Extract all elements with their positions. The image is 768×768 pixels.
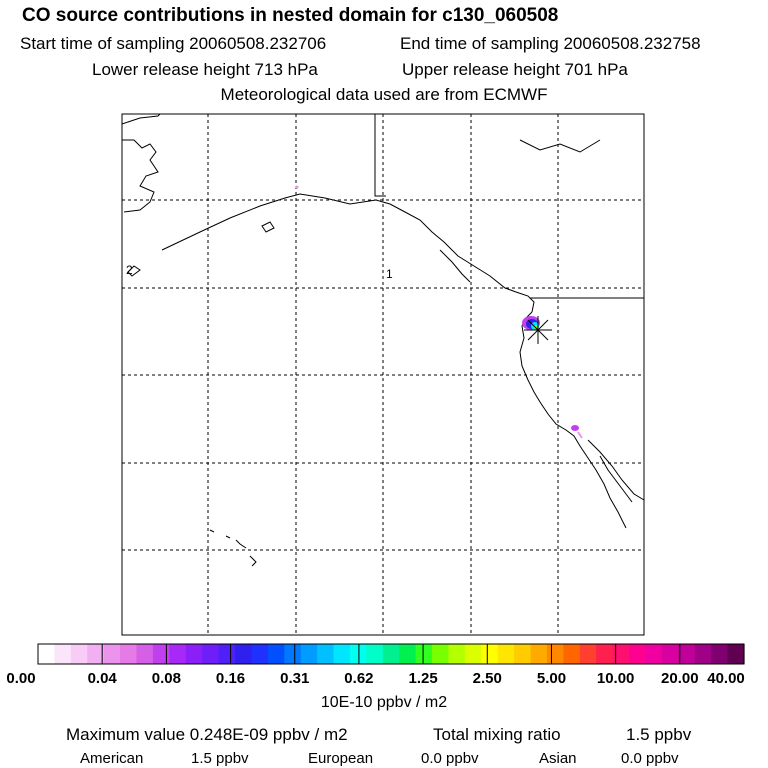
asian-label: Asian [539,750,577,767]
american-value: 1.5 ppbv [191,750,249,767]
coastlines [121,113,645,567]
total-mixing-value: 1.5 ppbv [626,725,692,744]
colorbar-tick-label: 20.00 [661,670,699,687]
plume-north [295,185,299,189]
colorbar-tick-label: 2.50 [472,670,502,687]
colorbar-swatch [169,644,187,664]
alaska-canada-border [374,114,386,197]
colorbar-swatch [136,644,154,664]
hudson-coast [519,139,601,153]
colorbar-swatch [218,644,236,664]
alaska-west-coast [122,139,159,213]
colorbar-swatch [152,644,170,664]
european-label: European [308,750,374,767]
colorbar-swatch [432,644,450,664]
colorbar-swatch [38,644,56,664]
total-mixing-label: Total mixing ratio [433,725,561,744]
colorbar-tick-label: 0.00 [6,670,36,687]
colorbar-swatch [448,644,466,664]
american-label: American [80,750,144,767]
colorbar-tick-label: 0.04 [87,670,117,687]
region-label-2: 2 [126,263,133,277]
colorbar-swatch [727,644,745,664]
colorbar-swatch [612,644,630,664]
plume-peak [534,325,538,329]
colorbar-swatch [70,644,88,664]
start-time-label: Start time of sampling 20060508.232706 [20,34,327,53]
us-west-coast [519,311,627,529]
colorbar-swatch [694,644,712,664]
colorbar-units: 10E-10 ppbv / m2 [320,694,448,711]
colorbar-swatch [235,644,253,664]
plume-south-trail [577,431,583,439]
hawaii-islands [209,529,257,567]
colorbar-swatch [579,644,597,664]
colorbar-swatch [251,644,269,664]
asian-value: 0.0 ppbv [621,750,679,767]
lower-release-height-label: Lower release height 713 hPa [92,60,318,79]
colorbar-swatch [530,644,548,664]
colorbar-tick-label: 0.08 [151,670,181,687]
colorbar-tick-label: 0.62 [344,670,374,687]
colorbar-swatch [399,644,417,664]
colorbar [37,643,745,665]
colorbar-swatch [366,644,384,664]
colorbar-swatch [514,644,532,664]
colorbar-swatch [300,644,318,664]
aleutian-small [127,265,141,277]
colorbar-swatch [563,644,581,664]
colorbar-swatch [497,644,515,664]
alaska-north-coast [121,113,161,125]
colorbar-swatch [103,644,121,664]
colorbar-swatch [120,644,138,664]
met-data-label: Meteorological data used are from ECMWF [220,85,548,104]
region-label-1: 1 [386,267,393,281]
colorbar-tick-label: 0.31 [280,670,310,687]
colorbar-tick-label: 5.00 [536,670,567,687]
colorbar-swatch [629,644,647,664]
plot-title: CO source contributions in nested domain… [22,5,559,26]
colorbar-swatch [464,644,482,664]
colorbar-swatch [382,644,400,664]
release-location-marker [524,316,552,344]
colorbar-swatch [267,644,285,664]
colorbar-swatch [661,644,679,664]
colorbar-swatch [185,644,203,664]
kodiak-island [261,221,275,233]
colorbar-swatch [317,644,335,664]
colorbar-swatch [54,644,72,664]
colorbar-swatch [202,644,220,664]
bc-island-coast [439,249,471,283]
colorbar-swatch [711,644,729,664]
colorbar-swatch [678,644,696,664]
max-value-label: Maximum value 0.248E-09 ppbv / m2 [66,725,348,744]
colorbar-swatch [87,644,105,664]
plume-south [571,425,579,431]
colorbar-swatch [546,644,564,664]
colorbar-swatch [415,644,433,664]
colorbar-tick-label: 0.16 [215,670,246,687]
alaska-south-coast [161,193,535,313]
colorbar-tick-label: 40.00 [707,670,745,687]
colorbar-swatch [284,644,302,664]
colorbar-swatch [645,644,663,664]
baja-gulf-coast [587,439,645,501]
colorbar-swatch [333,644,351,664]
upper-release-height-label: Upper release height 701 hPa [402,60,628,79]
colorbar-frame [37,643,745,665]
graticule [122,114,644,635]
end-time-label: End time of sampling 20060508.232758 [400,34,701,53]
colorbar-swatch [481,644,499,664]
european-value: 0.0 ppbv [421,750,479,767]
colorbar-tick-label: 10.00 [596,670,635,687]
colorbar-tick-label: 1.25 [408,670,438,687]
colorbar-swatch [596,644,614,664]
baja-inner-coast [599,455,633,503]
